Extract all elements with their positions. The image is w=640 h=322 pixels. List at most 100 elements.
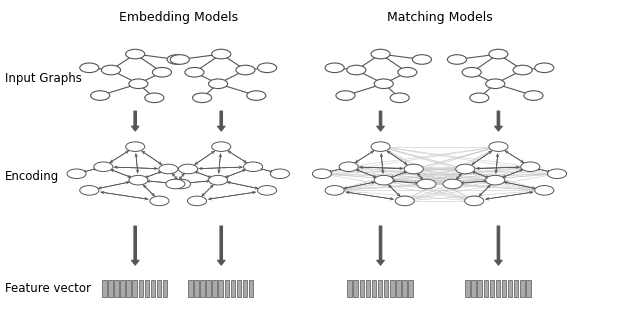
Circle shape: [336, 91, 355, 100]
Bar: [237, 280, 241, 297]
Circle shape: [462, 68, 481, 77]
Circle shape: [166, 179, 185, 189]
Circle shape: [236, 65, 255, 75]
Circle shape: [129, 175, 148, 185]
Circle shape: [412, 55, 431, 64]
Text: Feature vector: Feature vector: [4, 282, 91, 295]
Bar: [114, 280, 119, 297]
Circle shape: [404, 164, 423, 174]
Bar: [378, 280, 382, 297]
Circle shape: [91, 91, 109, 100]
Circle shape: [371, 49, 390, 59]
Bar: [145, 280, 149, 297]
Circle shape: [145, 93, 164, 103]
Circle shape: [456, 164, 475, 174]
Bar: [526, 280, 531, 297]
Bar: [225, 280, 229, 297]
Circle shape: [80, 63, 99, 72]
Bar: [483, 280, 488, 297]
Circle shape: [167, 55, 186, 64]
Circle shape: [244, 162, 262, 172]
Circle shape: [371, 142, 390, 151]
Bar: [126, 280, 131, 297]
Bar: [194, 280, 199, 297]
Bar: [150, 280, 156, 297]
Circle shape: [325, 185, 344, 195]
Circle shape: [312, 169, 332, 179]
Circle shape: [188, 196, 207, 206]
Bar: [360, 280, 364, 297]
Bar: [465, 280, 470, 297]
Circle shape: [535, 185, 554, 195]
Bar: [471, 280, 476, 297]
Bar: [384, 280, 388, 297]
Circle shape: [67, 169, 86, 179]
Circle shape: [246, 91, 266, 100]
Circle shape: [172, 179, 191, 189]
Bar: [353, 280, 358, 297]
Circle shape: [257, 63, 276, 72]
Circle shape: [179, 164, 198, 174]
Text: Encoding: Encoding: [4, 170, 59, 184]
Circle shape: [129, 79, 148, 89]
Bar: [132, 280, 137, 297]
Circle shape: [80, 185, 99, 195]
Bar: [477, 280, 482, 297]
Bar: [249, 280, 253, 297]
Circle shape: [270, 169, 289, 179]
Circle shape: [489, 49, 508, 59]
Circle shape: [152, 68, 172, 77]
Text: Embedding Models: Embedding Models: [118, 11, 238, 24]
Bar: [188, 280, 193, 297]
Circle shape: [257, 185, 276, 195]
Bar: [212, 280, 217, 297]
Bar: [157, 280, 161, 297]
Circle shape: [125, 49, 145, 59]
Circle shape: [397, 68, 417, 77]
Circle shape: [170, 55, 189, 64]
Circle shape: [470, 93, 489, 103]
Bar: [348, 280, 352, 297]
Bar: [490, 280, 494, 297]
Circle shape: [159, 164, 178, 174]
Circle shape: [101, 65, 120, 75]
Circle shape: [212, 142, 231, 151]
Bar: [514, 280, 518, 297]
Bar: [365, 280, 370, 297]
Circle shape: [486, 79, 505, 89]
Bar: [396, 280, 401, 297]
Bar: [390, 280, 394, 297]
Bar: [243, 280, 248, 297]
Bar: [218, 280, 223, 297]
Bar: [508, 280, 513, 297]
Circle shape: [193, 93, 212, 103]
Circle shape: [94, 162, 113, 172]
Circle shape: [209, 175, 228, 185]
Bar: [120, 280, 125, 297]
Bar: [230, 280, 236, 297]
Circle shape: [185, 68, 204, 77]
Bar: [206, 280, 211, 297]
Text: Matching Models: Matching Models: [387, 11, 492, 24]
Bar: [402, 280, 406, 297]
Circle shape: [390, 93, 409, 103]
Circle shape: [212, 49, 231, 59]
Circle shape: [395, 196, 414, 206]
Circle shape: [547, 169, 566, 179]
Circle shape: [417, 179, 436, 189]
Bar: [200, 280, 205, 297]
Circle shape: [465, 196, 484, 206]
Circle shape: [347, 65, 366, 75]
Circle shape: [209, 79, 228, 89]
Circle shape: [489, 142, 508, 151]
Bar: [408, 280, 413, 297]
Circle shape: [443, 179, 462, 189]
Bar: [496, 280, 500, 297]
Bar: [520, 280, 525, 297]
Circle shape: [125, 142, 145, 151]
Circle shape: [524, 91, 543, 100]
Circle shape: [486, 175, 505, 185]
Circle shape: [447, 55, 467, 64]
Circle shape: [374, 79, 394, 89]
Text: Input Graphs: Input Graphs: [4, 71, 81, 84]
